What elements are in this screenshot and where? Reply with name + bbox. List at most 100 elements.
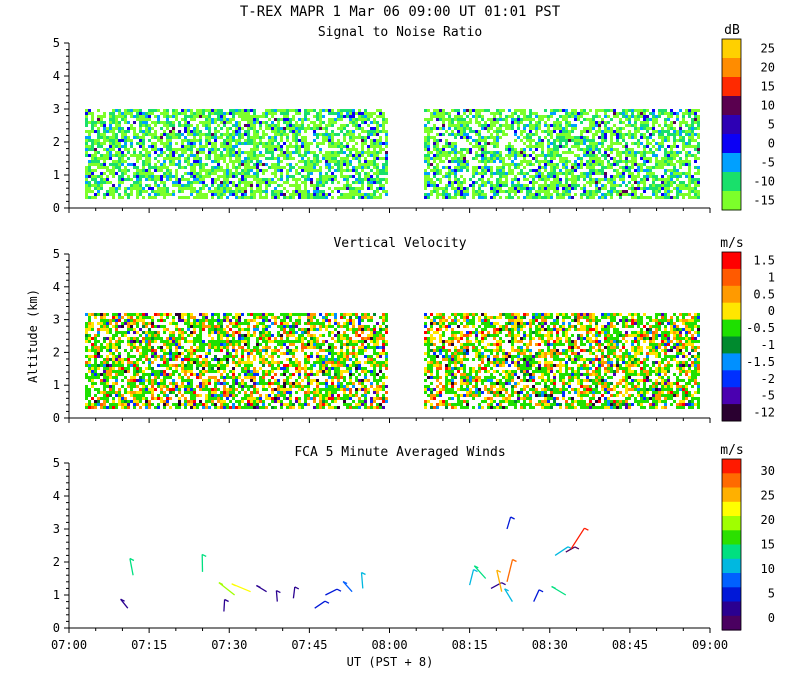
heatmap-cell [475,139,478,142]
heatmap-cell [154,331,157,334]
heatmap-cell [157,382,160,385]
heatmap-cell [322,154,325,157]
heatmap-cell [226,127,229,130]
heatmap-cell [205,397,208,400]
heatmap-cell [340,115,343,118]
heatmap-cell [214,358,217,361]
heatmap-cell [124,136,127,139]
heatmap-cell [91,184,94,187]
heatmap-cell [274,124,277,127]
heatmap-cell [610,175,613,178]
heatmap-cell [154,121,157,124]
heatmap-cell [379,157,382,160]
heatmap-cell [529,118,532,121]
heatmap-cell [334,121,337,124]
heatmap-cell [589,175,592,178]
heatmap-cell [667,124,670,127]
heatmap-cell [358,118,361,121]
heatmap-cell [277,190,280,193]
heatmap-cell [688,181,691,184]
heatmap-cell [457,109,460,112]
heatmap-cell [115,166,118,169]
heatmap-cell [574,160,577,163]
heatmap-cell [208,142,211,145]
heatmap-cell [430,115,433,118]
heatmap-cell [169,313,172,316]
heatmap-cell [478,166,481,169]
heatmap-cell [655,178,658,181]
heatmap-cell [190,169,193,172]
heatmap-cell [439,181,442,184]
heatmap-cell [238,136,241,139]
heatmap-cell [208,157,211,160]
heatmap-cell [130,394,133,397]
heatmap-cell [340,142,343,145]
heatmap-cell [502,133,505,136]
heatmap-cell [286,169,289,172]
heatmap-cell [607,115,610,118]
heatmap-cell [175,337,178,340]
heatmap-cell [382,127,385,130]
heatmap-cell [625,145,628,148]
heatmap-cell [580,157,583,160]
heatmap-cell [196,148,199,151]
heatmap-cell [187,403,190,406]
heatmap-cell [112,355,115,358]
heatmap-cell [463,127,466,130]
heatmap-cell [115,328,118,331]
heatmap-cell [589,145,592,148]
heatmap-cell [190,397,193,400]
heatmap-cell [199,343,202,346]
heatmap-cell [484,145,487,148]
heatmap-cell [181,364,184,367]
heatmap-cell [118,130,121,133]
heatmap-cell [679,157,682,160]
heatmap-cell [439,169,442,172]
heatmap-cell [361,148,364,151]
heatmap-cell [556,193,559,196]
heatmap-cell [544,115,547,118]
heatmap-cell [517,172,520,175]
heatmap-cell [316,196,319,199]
heatmap-cell [631,172,634,175]
heatmap-cell [301,124,304,127]
heatmap-cell [250,196,253,199]
heatmap-cell [445,151,448,154]
heatmap-cell [295,121,298,124]
heatmap-cell [91,379,94,382]
heatmap-cell [199,166,202,169]
heatmap-cell [529,136,532,139]
heatmap-cell [127,379,130,382]
heatmap-cell [262,145,265,148]
heatmap-cell [193,181,196,184]
heatmap-cell [562,187,565,190]
heatmap-cell [364,175,367,178]
heatmap-cell [106,130,109,133]
heatmap-cell [166,376,169,379]
heatmap-cell [481,175,484,178]
heatmap-cell [91,349,94,352]
heatmap-cell [628,187,631,190]
heatmap-cell [676,175,679,178]
heatmap-cell [667,130,670,133]
heatmap-cell [286,157,289,160]
heatmap-cell [331,145,334,148]
heatmap-cell [109,391,112,394]
heatmap-cell [682,160,685,163]
heatmap-cell [583,190,586,193]
heatmap-cell [193,172,196,175]
heatmap-cell [124,403,127,406]
heatmap-cell [169,139,172,142]
heatmap-cell [379,112,382,115]
heatmap-cell [460,127,463,130]
heatmap-cell [511,190,514,193]
heatmap-cell [484,109,487,112]
heatmap-cell [538,118,541,121]
heatmap-cell [163,196,166,199]
heatmap-cell [286,145,289,148]
heatmap-cell [97,388,100,391]
heatmap-cell [115,151,118,154]
heatmap-cell [688,169,691,172]
heatmap-cell [166,313,169,316]
heatmap-cell [199,376,202,379]
